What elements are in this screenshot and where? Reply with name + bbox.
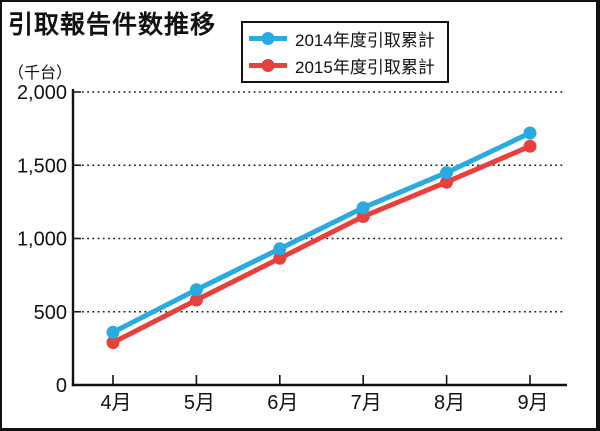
data-point-2014-9月 (523, 126, 537, 140)
series-line-2015 (110, 143, 533, 346)
y-tick-label: 2,000 (17, 82, 67, 104)
data-point-2015-4月 (106, 336, 120, 350)
legend: 2014年度引取累計 2015年度引取累計 (241, 21, 449, 83)
x-tick-label: 7月 (351, 392, 382, 414)
data-point-2015-8月 (440, 175, 454, 189)
data-point-2014-7月 (356, 201, 370, 215)
y-tick-label: 1,000 (17, 229, 67, 251)
x-tick-label: 9月 (517, 392, 548, 414)
x-tick-label: 6月 (267, 392, 298, 414)
data-point-2014-4月 (106, 325, 120, 339)
x-tick-label: 4月 (100, 392, 131, 414)
legend-swatch-2014-icon (249, 32, 287, 45)
legend-label-2014: 2014年度引取累計 (295, 31, 435, 50)
legend-item-2014: 2014年度引取累計 (248, 25, 435, 52)
data-point-2015-5月 (189, 293, 203, 307)
data-point-2014-8月 (440, 166, 454, 180)
data-point-2015-6月 (273, 251, 287, 265)
legend-label-2015: 2015年度引取累計 (295, 58, 435, 77)
series-line-2014 (110, 130, 533, 335)
y-tick-label: 0 (56, 375, 67, 397)
x-tick-label: 8月 (434, 392, 465, 414)
legend-swatch-2015-icon (249, 59, 287, 72)
legend-item-2015: 2015年度引取累計 (248, 52, 435, 79)
chart-title: 引取報告件数推移 (8, 11, 217, 39)
data-point-2015-9月 (523, 139, 537, 153)
y-tick-label: 1,500 (17, 155, 67, 177)
line-chart: 0 500 1,000 1,500 2,000 4月 5月 6月 7月 8月 9月 (17, 82, 567, 414)
y-axis-unit-label: （千台） (8, 65, 73, 82)
data-point-2014-5月 (189, 283, 203, 297)
x-tick-label: 5月 (184, 392, 215, 414)
data-point-2014-6月 (273, 242, 287, 256)
y-tick-label: 500 (34, 302, 67, 324)
